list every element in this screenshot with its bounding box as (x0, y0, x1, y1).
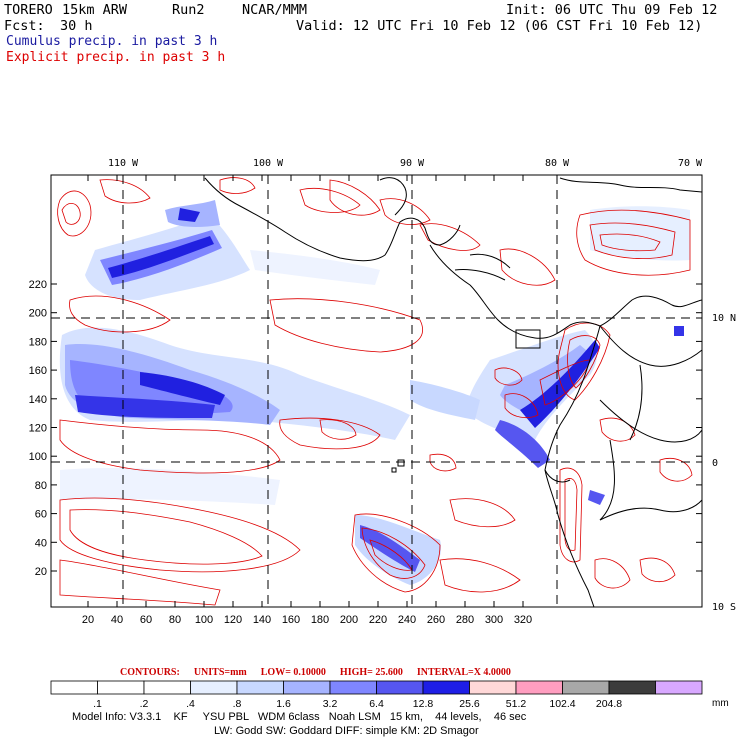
title-model: TORERO (4, 2, 53, 18)
colorbar-cell (469, 680, 517, 695)
y-tick-label: 200 (29, 308, 47, 320)
contours-label: CONTOURS: (120, 667, 180, 678)
longitude-label: 100 W (253, 158, 284, 169)
y-tick-label: 40 (35, 537, 47, 549)
colorbar-level-label: 25.6 (459, 698, 480, 710)
longitude-label: 70 W (678, 158, 703, 169)
y-tick-label: 160 (29, 365, 47, 377)
x-tick-label: 320 (514, 614, 532, 626)
colorbar-cell (515, 680, 563, 695)
y-tick-label: 120 (29, 423, 47, 435)
x-tick-label: 240 (398, 614, 416, 626)
colorbar-cell (655, 680, 703, 695)
colorbar-level-label: 6.4 (369, 698, 384, 710)
x-tick-label: 260 (427, 614, 445, 626)
x-tick-label: 80 (169, 614, 181, 626)
colorbar-level-label: 1.6 (276, 698, 291, 710)
longitude-labels: 110 W 100 W 90 W 80 W 70 W (108, 158, 703, 169)
init-time: Init: 06 UTC Thu 09 Feb 12 (506, 2, 718, 18)
y-tick-label: 100 (29, 451, 47, 463)
colorbar-level-label: 204.8 (595, 698, 623, 710)
colorbar-level-label: .8 (232, 698, 242, 710)
x-tick-label: 40 (111, 614, 123, 626)
latitude-label: 0 (712, 458, 718, 469)
colorbar-unit: mm (712, 698, 729, 709)
forecast-hours: 30 h (60, 18, 93, 34)
colorbar (50, 680, 703, 695)
axis-ticks (51, 175, 702, 607)
x-tick-label: 120 (224, 614, 242, 626)
interval-label: INTERVAL=X 4.0000 (416, 667, 511, 678)
colorbar-cell (422, 680, 470, 695)
y-tick-label: 220 (29, 279, 47, 291)
title-run: Run2 (172, 2, 205, 18)
y-tick-label: 60 (35, 509, 47, 521)
colorbar-cell (50, 680, 98, 695)
map-frame (50, 174, 703, 608)
x-tick-label: 200 (340, 614, 358, 626)
colorbar-cell (236, 680, 284, 695)
x-tick-label: 20 (82, 614, 94, 626)
title-org: NCAR/MMM (242, 2, 308, 18)
x-tick-label: 100 (195, 614, 213, 626)
valid-time: Valid: 12 UTC Fri 10 Feb 12 (06 CST Fri … (296, 18, 703, 34)
units-label: UNITS=mm (193, 667, 247, 678)
colorbar-level-label: 12.8 (412, 698, 434, 710)
y-axis-labels: 20 40 60 80 100 120 140 160 180 200 220 (29, 279, 47, 578)
x-tick-label: 60 (140, 614, 152, 626)
explicit-precip-contours (57, 177, 693, 606)
field-cumulus-label: Cumulus precip. in past 3 h (6, 34, 218, 49)
colorbar-level-label: 3.2 (322, 698, 338, 710)
colorbar-level-label: .1 (93, 698, 102, 710)
latitude-label: 10 N (712, 313, 736, 324)
x-tick-label: 300 (485, 614, 503, 626)
x-tick-label: 140 (253, 614, 271, 626)
colorbar-cell (97, 680, 145, 695)
colorbar-level-label: 102.4 (549, 698, 576, 710)
forecast-label: Fcst: (4, 18, 45, 34)
model-info: Model Info: V3.3.1 KF YSU PBL WDM 6class… (72, 711, 527, 723)
colorbar-cell (190, 680, 238, 695)
y-tick-label: 20 (35, 566, 47, 578)
colorbar-level-label: .4 (186, 698, 195, 710)
longitude-label: 110 W (108, 158, 139, 169)
coastlines (204, 177, 702, 607)
x-tick-label: 160 (282, 614, 300, 626)
high-label: HIGH= 25.600 (339, 667, 403, 678)
latitude-label: 10 S (712, 602, 736, 613)
x-tick-label: 280 (456, 614, 474, 626)
colorbar-level-label: .2 (139, 698, 149, 710)
colorbar-cell (143, 680, 191, 695)
graticule (51, 175, 702, 607)
colorbar-cell (562, 680, 610, 695)
colorbar-level-label: 51.2 (505, 698, 527, 710)
low-label: LOW= 0.10000 (260, 667, 326, 678)
latitude-labels: 10 N 0 10 S (712, 313, 736, 613)
longitude-label: 80 W (545, 158, 570, 169)
cumulus-precip-shading (59, 200, 690, 585)
x-tick-label: 220 (369, 614, 387, 626)
colorbar-cell (329, 680, 377, 695)
colorbar-cell (283, 680, 331, 695)
y-tick-label: 80 (35, 480, 47, 492)
x-axis-labels: 20 40 60 80 100 120 140 160 180 200 220 240 260 280 30… (82, 614, 532, 626)
y-tick-label: 180 (29, 336, 47, 348)
title-grid: 15km ARW (62, 2, 128, 18)
x-tick-label: 180 (311, 614, 329, 626)
longitude-label: 90 W (400, 158, 425, 169)
colorbar-cell (608, 680, 656, 695)
field-explicit-label: Explicit precip. in past 3 h (6, 50, 226, 65)
colorbar-cell (376, 680, 424, 695)
y-tick-label: 140 (29, 394, 47, 406)
physics-info: LW: Godd SW: Goddard DIFF: simple KM: 2D… (214, 725, 479, 737)
colorbar-title: CONTOURS: UNITS=mm LOW= 0.10000 HIGH= 25.60… (120, 667, 525, 678)
